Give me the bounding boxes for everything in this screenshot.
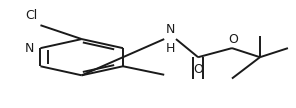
Text: O: O: [229, 33, 238, 46]
Text: H: H: [166, 42, 175, 55]
Text: O: O: [193, 63, 203, 76]
Text: N: N: [25, 42, 35, 55]
Text: N: N: [166, 23, 175, 36]
Text: Cl: Cl: [25, 9, 38, 22]
